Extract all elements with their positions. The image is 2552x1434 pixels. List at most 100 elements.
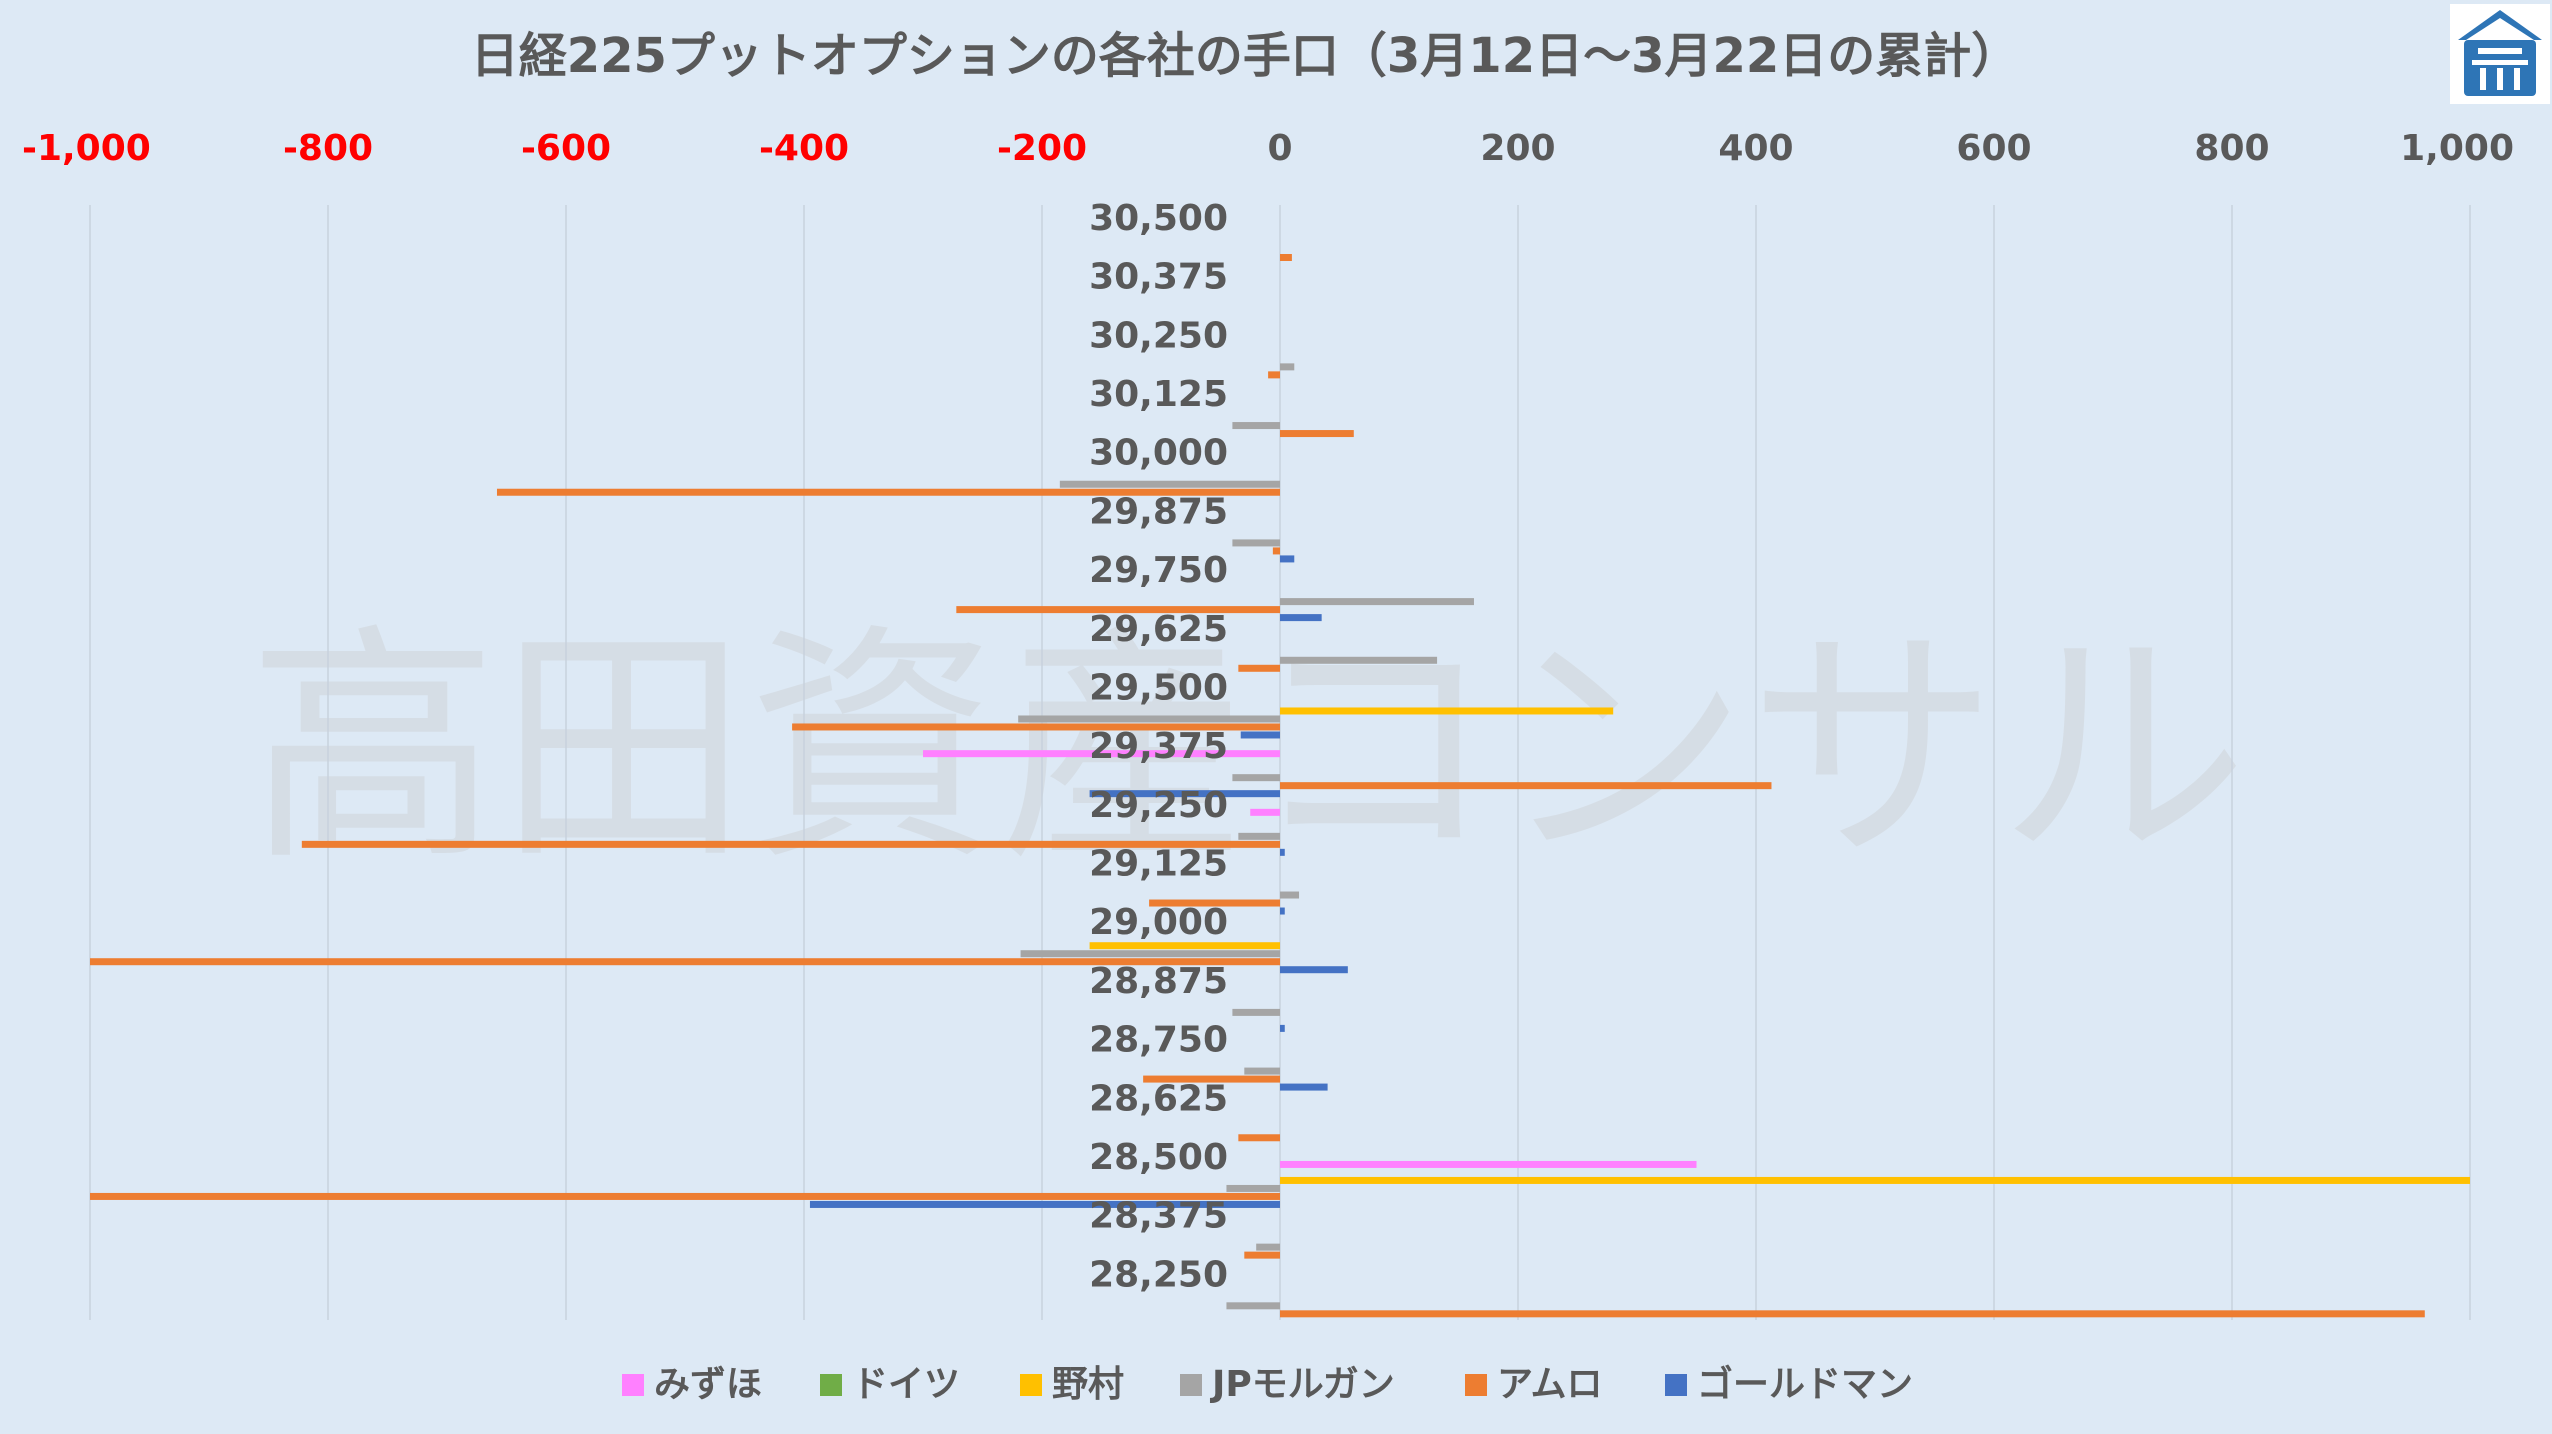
legend-item: ゴールドマン (1665, 1363, 1913, 1405)
bar (1280, 1083, 1328, 1091)
legend-label: 野村 (1052, 1364, 1124, 1405)
x-tick-label: -600 (521, 128, 611, 169)
bar (1232, 1008, 1280, 1016)
bar (301, 840, 1280, 848)
y-tick-label: 30,500 (1089, 198, 1228, 239)
legend-swatch (1180, 1374, 1202, 1396)
bar (1149, 899, 1280, 907)
bar (1280, 707, 1614, 715)
bar (1280, 254, 1292, 261)
bar (1280, 363, 1295, 371)
bar (496, 488, 1281, 496)
legend-swatch (1465, 1374, 1487, 1396)
bar (809, 1200, 1280, 1208)
y-tick-label: 29,875 (1089, 491, 1228, 532)
bar (1280, 907, 1285, 915)
logo (2450, 4, 2550, 104)
y-tick-label: 30,250 (1089, 315, 1228, 356)
bar (1250, 808, 1280, 816)
x-tick-label: -1,000 (22, 128, 151, 169)
x-tick-label: -800 (283, 128, 373, 169)
x-tick-label: 1,000 (2400, 128, 2514, 169)
legend-label: ドイツ (852, 1364, 960, 1405)
x-tick-label: -200 (997, 128, 1087, 169)
bar (1059, 480, 1280, 488)
legend: みずほ ドイツ 野村 JPモルガン アムロ ゴールドマン (622, 1363, 1913, 1405)
chart-title: 日経225プットオプションの各社の手口（3月12日～3月22日の累計） (471, 28, 2020, 84)
bar (1280, 656, 1438, 664)
y-tick-label: 28,500 (1089, 1137, 1228, 1178)
bar (1280, 1024, 1285, 1032)
legend-label: ゴールドマン (1697, 1363, 1913, 1405)
y-tick-label: 29,375 (1089, 726, 1228, 767)
bar (1232, 774, 1280, 782)
y-tick-label: 29,500 (1089, 667, 1228, 708)
bar (1280, 891, 1300, 899)
y-tick-label: 28,750 (1089, 1020, 1228, 1061)
bar (1232, 539, 1280, 547)
bar (923, 750, 1280, 758)
x-tick-label: 600 (1956, 128, 2031, 169)
bars (90, 254, 2470, 1318)
bar (1226, 1184, 1280, 1192)
bar (1280, 614, 1322, 622)
watermark-text: 高田資産コンサル (248, 603, 2248, 894)
bar (1089, 942, 1280, 950)
bar (1244, 1251, 1280, 1259)
x-tick-label: 800 (2194, 128, 2269, 169)
bar (1018, 715, 1280, 723)
legend-swatch (1665, 1374, 1687, 1396)
y-tick-label: 30,125 (1089, 374, 1228, 415)
y-tick-label: 28,250 (1089, 1254, 1228, 1295)
gridlines (89, 205, 2471, 1320)
legend-label: アムロ (1497, 1364, 1602, 1405)
bar (792, 723, 1280, 731)
bar (1280, 966, 1348, 974)
bar (1238, 664, 1280, 672)
bar (1238, 1134, 1280, 1142)
y-tick-label: 30,000 (1089, 433, 1228, 474)
bar (1280, 555, 1295, 563)
legend-label: JPモルガン (1209, 1364, 1395, 1405)
x-tick-label: 200 (1480, 128, 1555, 169)
bar (956, 606, 1280, 614)
bar (1280, 430, 1354, 438)
bar (1280, 598, 1474, 606)
bar (1280, 1176, 2470, 1184)
bar (1232, 422, 1280, 430)
bar (1268, 371, 1280, 379)
x-tick-label: -400 (759, 128, 849, 169)
bar (1020, 950, 1280, 958)
bar (1238, 832, 1280, 840)
bar (1280, 848, 1285, 856)
bar (1089, 790, 1280, 798)
house-logo-icon (2458, 10, 2542, 96)
legend-item: ドイツ (820, 1364, 960, 1405)
bar (1280, 1160, 1697, 1168)
legend-swatch (1020, 1374, 1042, 1396)
x-tick-label: 400 (1718, 128, 1793, 169)
y-tick-label: 29,250 (1089, 785, 1228, 826)
bar (1280, 1310, 2425, 1318)
legend-item: 野村 (1020, 1364, 1124, 1405)
y-tick-label: 28,875 (1089, 961, 1228, 1002)
legend-label: みずほ (654, 1364, 762, 1405)
bar (1244, 1067, 1280, 1075)
legend-item: JPモルガン (1180, 1364, 1395, 1405)
bar (90, 958, 1280, 966)
x-tick-label: 0 (1267, 128, 1292, 169)
x-tick-labels: -1,000 -800 -600 -400 -200 0 200 400 600 800 1,000 (22, 128, 2514, 169)
legend-swatch (820, 1374, 842, 1396)
bar (1143, 1075, 1280, 1083)
legend-swatch (622, 1374, 644, 1396)
y-tick-label: 28,625 (1089, 1078, 1228, 1119)
y-tick-label: 29,750 (1089, 550, 1228, 591)
legend-item: みずほ (622, 1364, 762, 1405)
y-tick-labels: 30,500 30,375 30,250 30,125 30,000 29,875 29,7… (1089, 198, 1228, 1295)
y-tick-label: 29,000 (1089, 902, 1228, 943)
bar (1256, 1243, 1280, 1251)
legend-item: アムロ (1465, 1364, 1602, 1405)
bar (1240, 731, 1280, 739)
y-tick-label: 29,625 (1089, 609, 1228, 650)
